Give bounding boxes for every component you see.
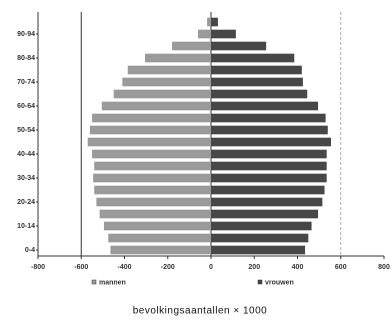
- bar: [113, 89, 211, 99]
- bar: [211, 185, 325, 195]
- bar: [211, 221, 312, 231]
- x-tick-label: 400: [292, 264, 304, 271]
- x-tick-label: 200: [248, 264, 260, 271]
- bar: [94, 161, 211, 171]
- y-tick-label: 20-24: [17, 199, 35, 206]
- x-tick-label: -600: [74, 264, 88, 271]
- y-tick-label: 10-14: [17, 223, 35, 230]
- bar: [89, 125, 211, 135]
- bar: [211, 77, 303, 87]
- y-tick-label: 70-74: [17, 79, 35, 86]
- bar: [211, 209, 319, 219]
- y-tick-label: 80-84: [17, 55, 35, 62]
- bar: [211, 197, 323, 207]
- bar: [172, 41, 211, 51]
- bar: [211, 89, 308, 99]
- bar: [211, 41, 267, 51]
- y-tick-label: 60-64: [17, 103, 35, 110]
- bar: [110, 245, 211, 255]
- bar: [145, 53, 211, 63]
- legend-label: vrouwen: [265, 279, 294, 286]
- bar: [92, 149, 211, 159]
- x-tick-label: 800: [378, 264, 390, 271]
- bar: [101, 101, 211, 111]
- bar: [211, 161, 327, 171]
- y-tick-label: 0-4: [25, 247, 35, 254]
- bar: [93, 173, 211, 183]
- x-axis-label: bevolkingsaantallen × 1000: [133, 306, 267, 317]
- x-tick-label: -400: [117, 264, 131, 271]
- bar: [211, 53, 295, 63]
- bar: [211, 29, 236, 39]
- bar: [96, 197, 211, 207]
- bar: [87, 137, 211, 147]
- bar: [211, 65, 302, 75]
- bar: [211, 17, 218, 27]
- x-tick-label: 600: [335, 264, 347, 271]
- bar: [127, 65, 211, 75]
- legend-label: mannen: [99, 279, 126, 286]
- y-tick-label: 30-34: [17, 175, 35, 182]
- x-tick-label: 0: [209, 264, 213, 271]
- bar: [211, 245, 306, 255]
- bar: [207, 17, 211, 27]
- legend-swatch: [91, 279, 97, 285]
- bar: [103, 221, 211, 231]
- bar: [211, 101, 319, 111]
- bar: [108, 233, 211, 243]
- x-tick-label: -200: [161, 264, 175, 271]
- y-tick-label: 40-44: [17, 151, 35, 158]
- bar: [122, 77, 211, 87]
- bar: [198, 29, 211, 39]
- bar: [211, 137, 332, 147]
- bar: [211, 113, 326, 123]
- bar: [99, 209, 211, 219]
- bar: [211, 149, 327, 159]
- y-tick-label: 50-54: [17, 127, 35, 134]
- bar: [211, 233, 309, 243]
- legend-swatch: [257, 279, 263, 285]
- y-tick-label: 90-94: [17, 31, 35, 38]
- x-tick-label: -800: [31, 264, 45, 271]
- bar: [211, 173, 327, 183]
- bar: [211, 125, 328, 135]
- bar: [92, 113, 211, 123]
- bar: [94, 185, 211, 195]
